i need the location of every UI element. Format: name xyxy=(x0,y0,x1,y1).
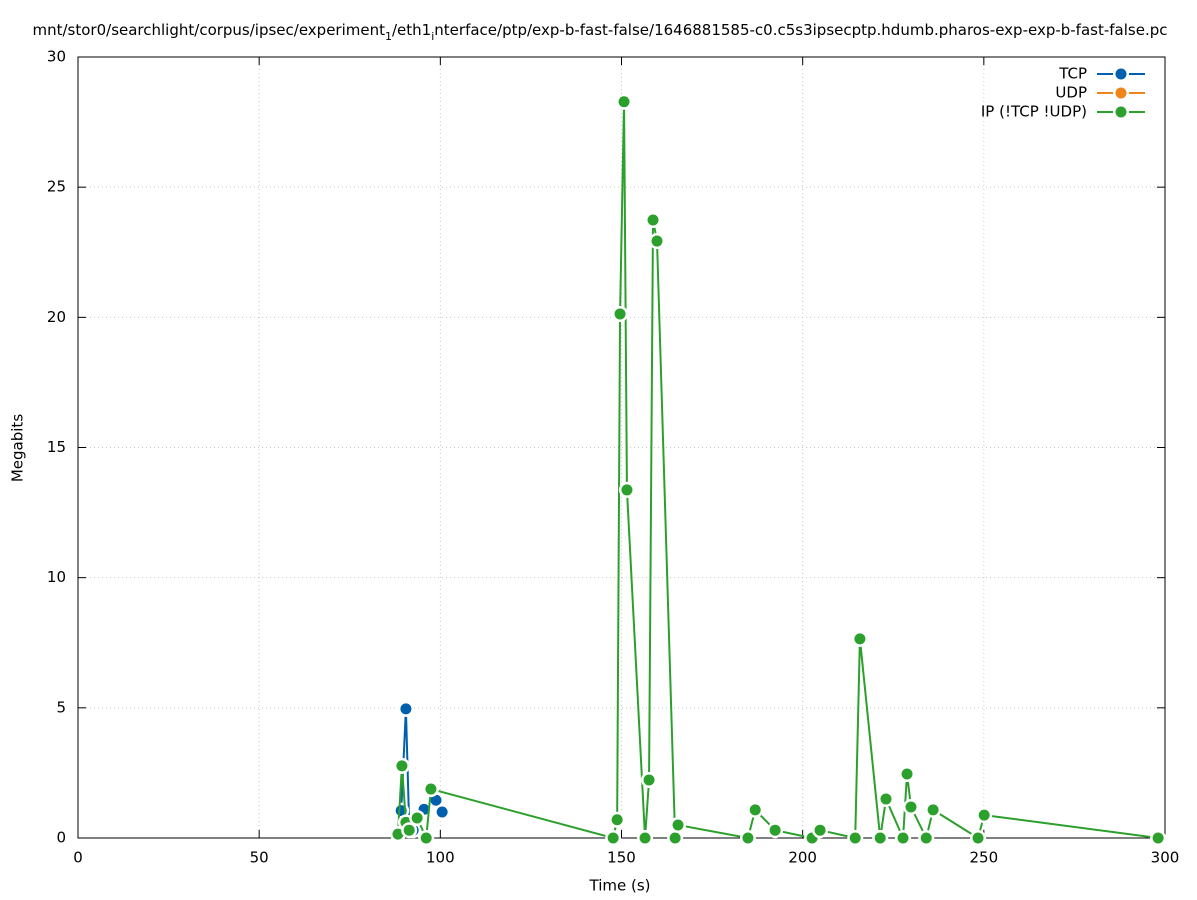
y-tick-label: 30 xyxy=(47,48,66,66)
data-point xyxy=(905,801,917,813)
data-point xyxy=(880,793,892,805)
y-tick-label: 20 xyxy=(47,308,66,326)
data-point xyxy=(749,804,761,816)
data-point xyxy=(849,832,861,844)
y-tick-label: 15 xyxy=(47,438,66,456)
data-point xyxy=(769,824,781,836)
data-point xyxy=(742,832,754,844)
data-point xyxy=(897,832,909,844)
legend-marker xyxy=(1115,87,1127,99)
data-point xyxy=(669,832,681,844)
data-point xyxy=(425,783,437,795)
legend-marker xyxy=(1115,68,1127,80)
data-point xyxy=(430,794,442,806)
title-subscript: i xyxy=(431,30,434,43)
data-point xyxy=(396,760,408,772)
y-tick-label: 10 xyxy=(47,568,66,586)
y-tick-label: 25 xyxy=(47,178,66,196)
x-tick-label: 100 xyxy=(426,849,455,867)
title-part: /eth1 xyxy=(392,21,431,39)
data-point xyxy=(972,832,984,844)
data-point xyxy=(814,824,826,836)
data-point xyxy=(672,819,684,831)
title-part: mnt/stor0/searchlight/corpus/ipsec/exper… xyxy=(33,21,386,39)
y-tick-label: 0 xyxy=(56,829,66,847)
data-point xyxy=(639,832,651,844)
title-part: nterface/ptp/exp-b-fast-false/1646881585… xyxy=(434,21,1167,39)
x-tick-label: 300 xyxy=(1151,849,1180,867)
data-point xyxy=(643,774,655,786)
x-tick-label: 150 xyxy=(607,849,636,867)
data-point xyxy=(614,308,626,320)
x-tick-label: 250 xyxy=(970,849,999,867)
plot-border xyxy=(77,56,1166,839)
y-axis-label: Megabits xyxy=(9,414,27,482)
data-point xyxy=(607,832,619,844)
data-point xyxy=(420,832,432,844)
data-point xyxy=(618,96,630,108)
chart-title: mnt/stor0/searchlight/corpus/ipsec/exper… xyxy=(33,21,1168,43)
data-point xyxy=(411,812,423,824)
data-point xyxy=(874,832,886,844)
data-point xyxy=(621,484,633,496)
data-point xyxy=(403,824,415,836)
legend-marker xyxy=(1115,106,1127,118)
legend-label: IP (!TCP !UDP) xyxy=(981,103,1087,121)
data-point xyxy=(436,806,448,818)
y-tick-label: 5 xyxy=(56,698,66,716)
data-point xyxy=(392,828,404,840)
data-point xyxy=(400,703,412,715)
data-point xyxy=(611,814,623,826)
data-point xyxy=(978,809,990,821)
x-tick-label: 200 xyxy=(788,849,817,867)
x-tick-label: 0 xyxy=(73,849,83,867)
data-point xyxy=(927,804,939,816)
x-tick-label: 50 xyxy=(250,849,269,867)
data-point xyxy=(854,633,866,645)
data-point xyxy=(651,235,663,247)
x-axis-label: Time (s) xyxy=(589,877,651,895)
data-point xyxy=(920,832,932,844)
legend-label: TCP xyxy=(1058,65,1087,83)
data-point xyxy=(1152,832,1164,844)
data-point xyxy=(901,768,913,780)
title-subscript: 1 xyxy=(385,30,392,43)
legend-label: UDP xyxy=(1055,84,1087,102)
data-point xyxy=(647,214,659,226)
